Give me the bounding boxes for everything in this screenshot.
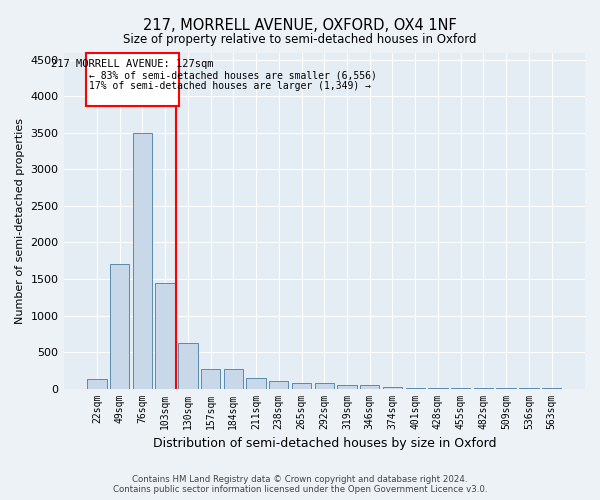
Text: ← 83% of semi-detached houses are smaller (6,556): ← 83% of semi-detached houses are smalle… xyxy=(89,70,377,81)
Text: Contains HM Land Registry data © Crown copyright and database right 2024.
Contai: Contains HM Land Registry data © Crown c… xyxy=(113,474,487,494)
Text: Size of property relative to semi-detached houses in Oxford: Size of property relative to semi-detach… xyxy=(123,32,477,46)
Bar xyxy=(269,381,289,388)
Bar xyxy=(247,378,266,388)
Y-axis label: Number of semi-detached properties: Number of semi-detached properties xyxy=(15,118,25,324)
Bar xyxy=(292,382,311,388)
Bar xyxy=(178,342,197,388)
Text: 217 MORRELL AVENUE: 127sqm: 217 MORRELL AVENUE: 127sqm xyxy=(51,58,214,68)
Text: 217, MORRELL AVENUE, OXFORD, OX4 1NF: 217, MORRELL AVENUE, OXFORD, OX4 1NF xyxy=(143,18,457,32)
Bar xyxy=(360,386,379,388)
Bar xyxy=(337,384,356,388)
Bar xyxy=(201,369,220,388)
Bar xyxy=(87,379,107,388)
FancyBboxPatch shape xyxy=(86,53,179,106)
Bar xyxy=(224,369,243,388)
Text: 17% of semi-detached houses are larger (1,349) →: 17% of semi-detached houses are larger (… xyxy=(89,82,371,92)
Bar xyxy=(133,133,152,388)
Bar xyxy=(314,384,334,388)
X-axis label: Distribution of semi-detached houses by size in Oxford: Distribution of semi-detached houses by … xyxy=(152,437,496,450)
Bar xyxy=(383,387,402,388)
Bar xyxy=(110,264,130,388)
Bar xyxy=(155,282,175,389)
